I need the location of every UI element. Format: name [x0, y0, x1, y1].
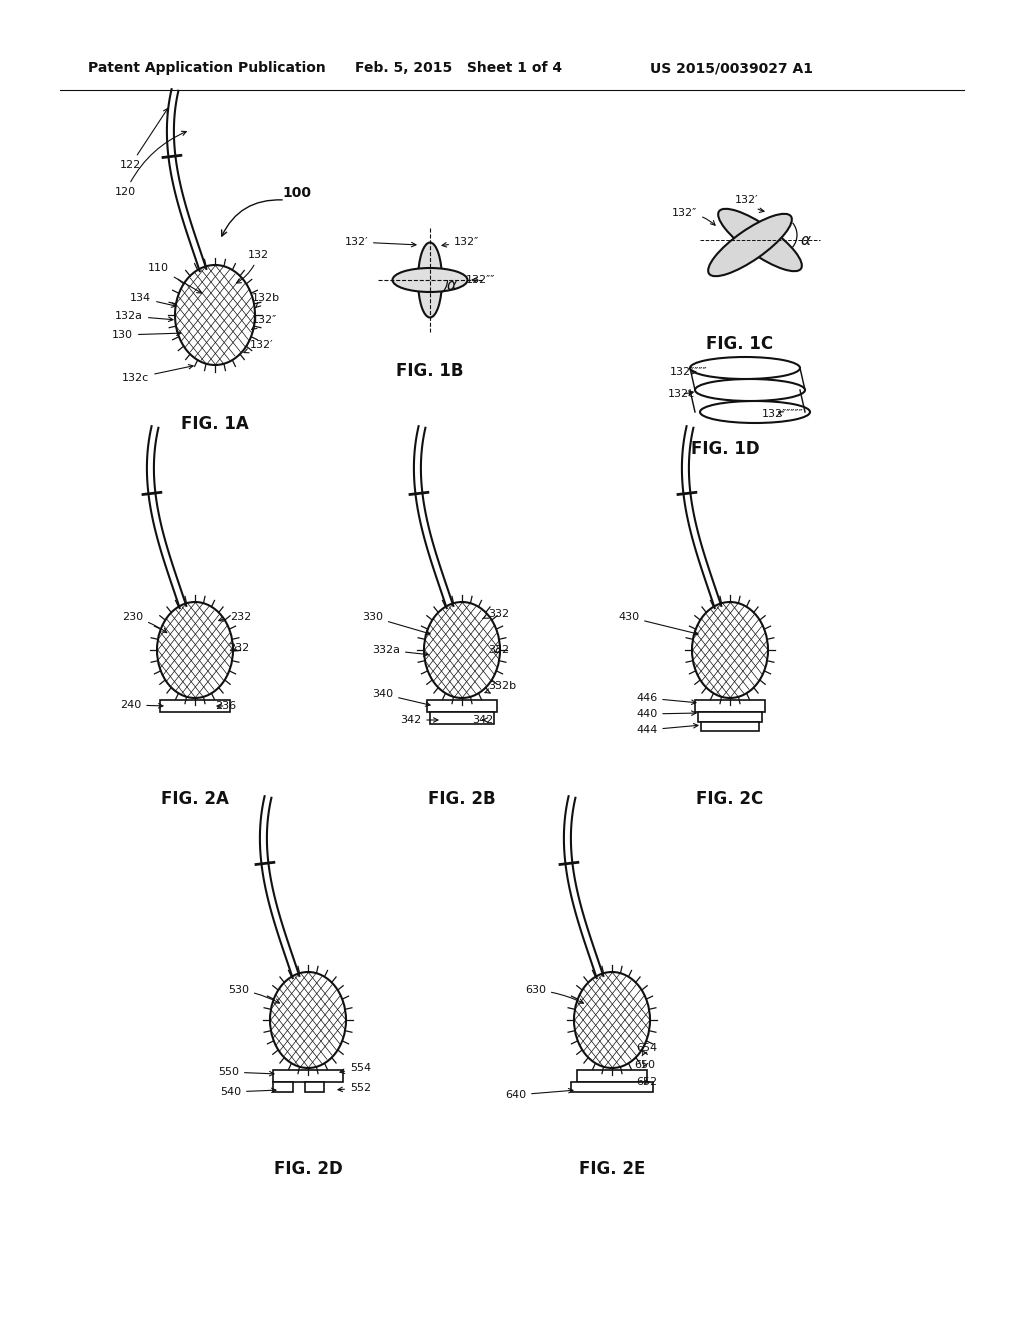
Text: $\alpha$: $\alpha$	[800, 234, 812, 248]
Text: 232: 232	[219, 612, 251, 622]
Text: 630: 630	[525, 985, 584, 1003]
Bar	[577, 1071, 647, 1082]
Text: 232: 232	[228, 643, 249, 653]
Text: 332a: 332a	[372, 645, 428, 656]
Ellipse shape	[690, 356, 800, 379]
Text: Feb. 5, 2015   Sheet 1 of 4: Feb. 5, 2015 Sheet 1 of 4	[355, 61, 562, 75]
Text: 110: 110	[148, 263, 202, 293]
Ellipse shape	[392, 268, 468, 292]
Text: 340: 340	[372, 689, 430, 706]
Text: 132″: 132″	[442, 238, 479, 247]
Text: FIG. 1C: FIG. 1C	[707, 335, 773, 352]
Bar	[160, 700, 230, 711]
Bar	[698, 711, 762, 722]
Text: 132′: 132′	[344, 238, 416, 247]
Ellipse shape	[418, 243, 442, 318]
Text: 430: 430	[618, 612, 698, 635]
Text: 552: 552	[338, 1082, 371, 1093]
Text: 554: 554	[340, 1063, 371, 1073]
Text: 132′: 132′	[244, 341, 273, 352]
Text: 130: 130	[112, 330, 181, 341]
Text: 342: 342	[400, 715, 438, 725]
Text: 132: 132	[237, 249, 269, 282]
Text: 240: 240	[120, 700, 163, 710]
Text: Patent Application Publication: Patent Application Publication	[88, 61, 326, 75]
Ellipse shape	[718, 209, 802, 271]
Text: 132′: 132′	[735, 195, 764, 213]
Text: 230: 230	[122, 612, 167, 632]
Text: 540: 540	[220, 1086, 276, 1097]
Bar	[695, 700, 765, 711]
Text: 132b: 132b	[252, 293, 281, 308]
Text: 132c: 132c	[668, 389, 695, 399]
Text: 132″″: 132″″	[466, 275, 496, 285]
Text: 132″″″″″: 132″″″″″	[762, 409, 804, 418]
Text: FIG. 2A: FIG. 2A	[161, 789, 229, 808]
Text: 652: 652	[636, 1077, 657, 1086]
Text: 332b: 332b	[485, 681, 516, 693]
Text: 120: 120	[115, 131, 186, 197]
Text: FIG. 1A: FIG. 1A	[181, 414, 249, 433]
Bar	[430, 711, 494, 723]
Text: 332: 332	[482, 609, 509, 619]
Bar	[571, 1082, 653, 1092]
Text: FIG. 1D: FIG. 1D	[690, 440, 760, 458]
Text: 132a: 132a	[115, 312, 173, 322]
Ellipse shape	[695, 379, 805, 401]
Text: 132″: 132″	[252, 315, 278, 330]
Text: 550: 550	[218, 1067, 274, 1077]
Text: 132c: 132c	[122, 364, 194, 383]
Text: 342: 342	[472, 715, 494, 725]
Text: 640: 640	[505, 1089, 573, 1100]
Text: 444: 444	[636, 723, 698, 735]
Text: FIG. 1B: FIG. 1B	[396, 362, 464, 380]
Text: 654: 654	[636, 1043, 657, 1056]
Text: FIG. 2E: FIG. 2E	[579, 1160, 645, 1177]
Text: 132″: 132″	[672, 209, 715, 226]
Text: 650: 650	[634, 1060, 655, 1071]
Text: $\alpha$: $\alpha$	[446, 279, 458, 293]
Text: FIG. 2B: FIG. 2B	[428, 789, 496, 808]
Text: 236: 236	[215, 701, 237, 711]
Bar	[273, 1082, 293, 1092]
Bar	[304, 1082, 325, 1092]
Text: 530: 530	[228, 985, 280, 1003]
Bar	[427, 700, 497, 711]
Ellipse shape	[709, 214, 792, 276]
Text: 332: 332	[488, 645, 509, 655]
Bar	[701, 722, 759, 731]
Text: 446: 446	[636, 693, 696, 705]
Text: 122: 122	[120, 108, 168, 170]
Text: 330: 330	[362, 612, 430, 635]
Text: 440: 440	[636, 709, 696, 719]
Text: FIG. 2D: FIG. 2D	[273, 1160, 342, 1177]
Bar	[273, 1071, 343, 1082]
Text: FIG. 2C: FIG. 2C	[696, 789, 764, 808]
Text: 132″″″″: 132″″″″	[670, 367, 708, 378]
Text: 134: 134	[130, 293, 176, 308]
Ellipse shape	[700, 401, 810, 422]
Text: 100: 100	[282, 186, 311, 201]
Text: US 2015/0039027 A1: US 2015/0039027 A1	[650, 61, 813, 75]
